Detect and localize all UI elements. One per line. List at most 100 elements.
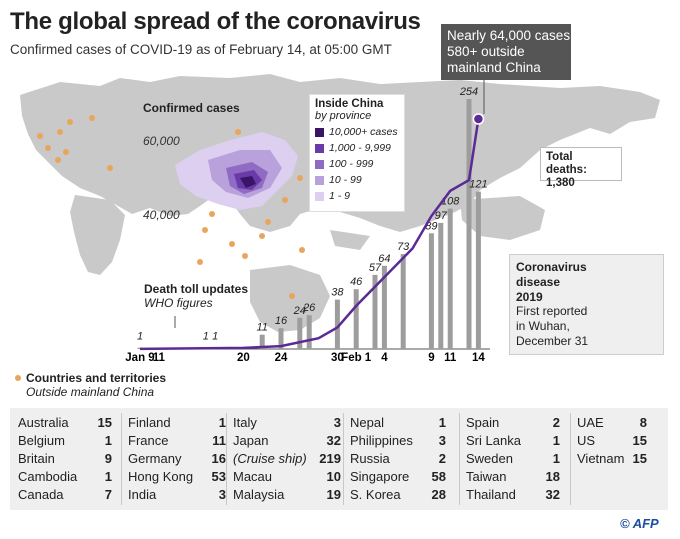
legend-label: 10,000+ cases — [329, 126, 398, 138]
country-row: Singapore 58 — [350, 468, 446, 486]
death-value-label: 24 — [293, 305, 306, 317]
virus-origin-text: First reported in Wuhan, December 31 — [516, 304, 588, 349]
country-cases: 1 — [104, 433, 112, 448]
country-cases: 3 — [438, 433, 446, 448]
country-cases: 1 — [104, 469, 112, 484]
country-cases: 2 — [438, 451, 446, 466]
death-bar — [278, 328, 284, 349]
legend-label: 10 - 99 — [329, 174, 362, 186]
country-dot — [297, 175, 303, 181]
x-tick-label: Feb 1 — [341, 352, 372, 364]
country-dot — [45, 145, 51, 151]
virus-text-line-2: in Wuhan, — [516, 319, 570, 333]
x-tick-label: 20 — [237, 352, 250, 364]
countries-table — [10, 408, 668, 510]
x-tick-label: 24 — [275, 352, 288, 364]
country-cases: 1 — [438, 415, 446, 430]
country-name: Vietnam — [577, 451, 625, 466]
china-province-legend: Inside China by province 10,000+ cases 1… — [309, 94, 405, 212]
x-tick-label: 9 — [428, 352, 434, 364]
country-name: Sweden — [466, 451, 513, 466]
countries-key-title: Countries and territories — [26, 371, 167, 385]
country-name: Nepal — [350, 415, 384, 430]
country-cases: 7 — [104, 487, 112, 502]
legend-swatch — [315, 175, 324, 185]
country-cases: 32 — [545, 487, 560, 502]
death-bar — [334, 299, 340, 349]
country-dot — [55, 157, 61, 163]
country-name: Belgium — [18, 433, 65, 448]
death-toll-title: Death toll updates — [144, 282, 249, 296]
death-value-label: 57 — [369, 262, 382, 274]
column-separator — [570, 413, 571, 505]
china-legend-subtitle: by province — [315, 110, 372, 122]
page-title: The global spread of the coronavirus — [10, 8, 421, 35]
country-name: Canada — [18, 487, 64, 502]
countries-column: Australia 15 Belgium 1 Britain 9 Cambodia 1 Cana… — [18, 414, 112, 504]
country-cases: 1 — [218, 415, 226, 430]
country-name: Sri Lanka — [466, 433, 521, 448]
country-cases: 16 — [211, 451, 226, 466]
death-value-label: 64 — [378, 253, 390, 265]
country-name: Cambodia — [18, 469, 78, 484]
country-dot — [107, 165, 113, 171]
country-row: Japan 32 — [233, 432, 341, 450]
country-row: S. Korea 28 — [350, 486, 446, 504]
country-dot — [229, 241, 235, 247]
legend-swatch — [315, 127, 324, 137]
virus-title: Coronavirus disease 2019 — [516, 260, 587, 305]
total-cases-callout: Nearly 64,000 cases 580+ outside mainlan… — [441, 24, 571, 80]
country-name: Singapore — [350, 469, 410, 484]
country-name: UAE — [577, 415, 604, 430]
country-cases: 2 — [552, 415, 560, 430]
country-name: Malaysia — [233, 487, 285, 502]
virus-title-line-1: Coronavirus — [516, 260, 587, 274]
country-row: Cambodia 1 — [18, 468, 112, 486]
death-bar — [306, 315, 312, 349]
callout-line-2: 580+ outside — [447, 44, 525, 59]
lat-label-40000: 40,000 — [143, 208, 180, 222]
country-dot — [282, 197, 288, 203]
x-tick-label: Jan 9 — [125, 352, 154, 364]
column-separator — [343, 413, 344, 505]
country-dot — [67, 119, 73, 125]
country-cases: 18 — [545, 469, 560, 484]
country-name: Macau — [233, 469, 273, 484]
countries-column: Spain 2 Sri Lanka 1 Sweden 1 Taiwan 18 Thailand 3… — [466, 414, 560, 504]
death-bar — [372, 274, 378, 349]
country-row: Taiwan 18 — [466, 468, 560, 486]
countries-column: Italy 3 Japan 32 (Cruise ship) 219 Macau 10 Mala… — [233, 414, 341, 504]
death-value-label: 254 — [459, 86, 478, 98]
cumulative-cases-curve — [139, 118, 480, 351]
country-name: Spain — [466, 415, 500, 430]
x-tick-label: 4 — [381, 352, 388, 364]
death-value-label: 97 — [435, 210, 448, 222]
death-bar — [428, 233, 434, 349]
country-dots — [37, 115, 305, 299]
virus-text-line-1: First reported — [516, 304, 588, 318]
country-dot — [259, 233, 265, 239]
country-cases: 219 — [319, 451, 341, 466]
column-separator — [459, 413, 460, 505]
virus-title-line-2: disease — [516, 275, 561, 289]
country-name: Australia — [18, 415, 69, 430]
death-bar — [447, 208, 453, 349]
country-cases: 28 — [431, 487, 446, 502]
column-separator — [226, 413, 227, 505]
countries-key-subtitle: Outside mainland China — [26, 385, 155, 399]
death-value-label: 46 — [350, 276, 363, 288]
legend-item-1000: 1,000 - 9,999 — [315, 140, 399, 156]
country-row: Nepal 1 — [350, 414, 446, 432]
virus-info-box: Coronavirus disease 2019 First reported … — [509, 254, 664, 355]
country-cases: 58 — [431, 469, 446, 484]
country-name: S. Korea — [350, 487, 401, 502]
country-cases: 8 — [639, 415, 647, 430]
country-row: Sweden 1 — [466, 450, 560, 468]
country-row: Hong Kong 53 — [128, 468, 226, 486]
country-row: Finland 1 — [128, 414, 226, 432]
country-dot — [57, 129, 63, 135]
legend-swatch — [315, 143, 324, 153]
country-name: Hong Kong — [128, 469, 194, 484]
death-bar — [259, 334, 265, 349]
